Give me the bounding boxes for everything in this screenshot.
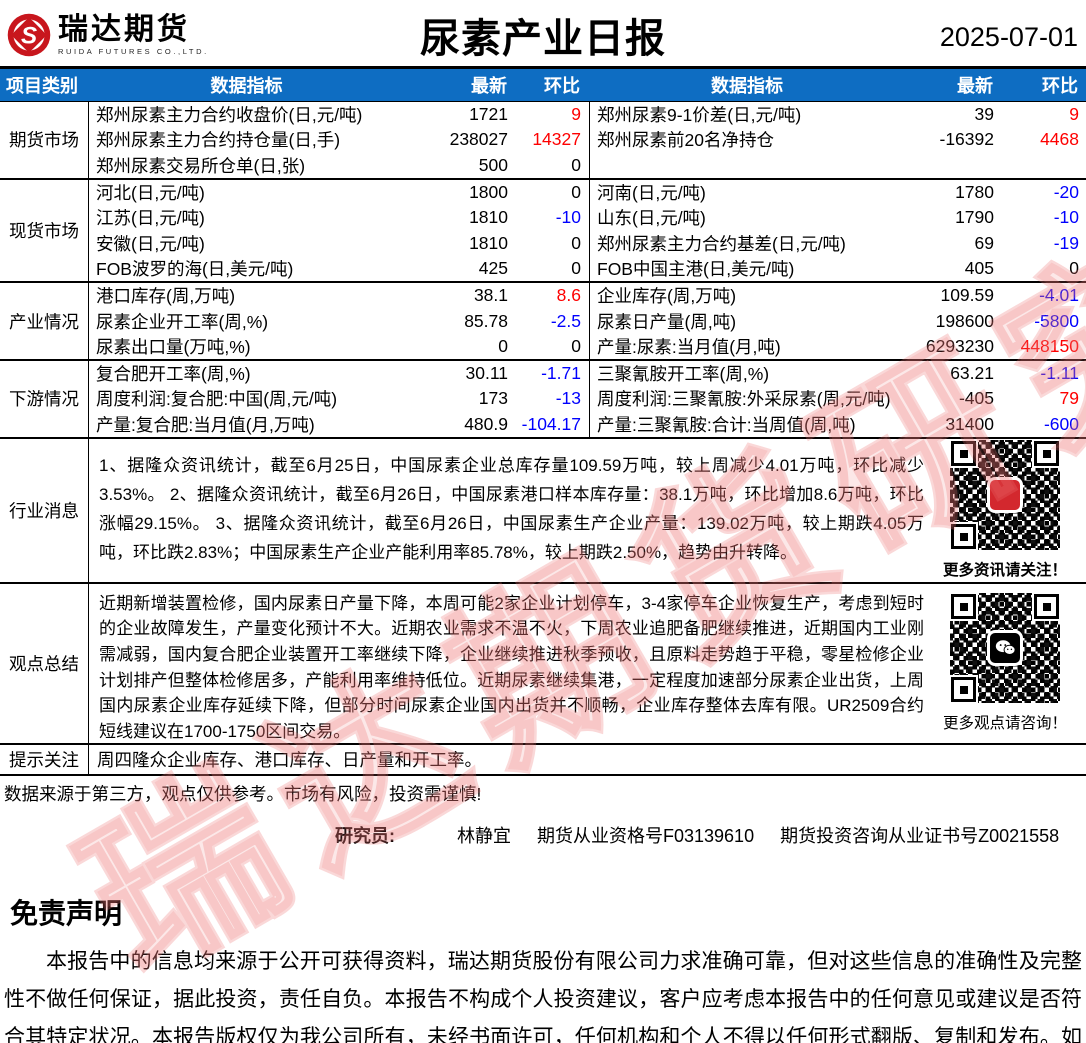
section-news: 行业消息 1、据隆众资讯统计，截至6月25日，中国尿素企业总库存量109.59万…: [0, 438, 1086, 584]
col-header-indicator2: 数据指标: [711, 76, 783, 96]
summary-text: 近期新增装置检修，国内尿素日产量下降，本周可能2家企业计划停车，3-4家停车企业…: [99, 593, 924, 741]
researcher-line: 研究员: 林静宜 期货从业资格号F03139610 期货投资咨询从业证书号Z00…: [335, 822, 1086, 848]
qr-finder-icon: [951, 677, 976, 703]
table-row: 郑州尿素主力合约持仓量(日,手) 238027 14327 郑州尿素前20名净持…: [89, 127, 1086, 153]
table-header-row: 项目类别 数据指标 最新 环比 数据指标 最新 环比: [0, 69, 1086, 102]
section-category: 下游情况: [0, 360, 89, 437]
svg-text:S: S: [21, 23, 37, 50]
section-category: 现货市场: [0, 179, 89, 282]
table-row: 港口库存(周,万吨) 38.1 8.6 企业库存(周,万吨) 109.59 -4…: [89, 283, 1086, 309]
disclaimer-body: 本报告中的信息均来源于公开可获得资料，瑞达期货股份有限公司力求准确可靠，但对这些…: [4, 948, 1082, 1043]
section-industry: 产业情况 港口库存(周,万吨) 38.1 8.6 企业库存(周,万吨) 109.…: [0, 283, 1086, 361]
table-row: 尿素企业开工率(周,%) 85.78 -2.5 尿素日产量(周,吨) 19860…: [89, 308, 1086, 334]
table-row: 郑州尿素交易所仓单(日,张) 500 0: [89, 152, 1086, 178]
company-logo: S 瑞达期货 RUIDA FUTURES CO.,LTD.: [6, 12, 209, 58]
section-category: 观点总结: [0, 583, 89, 743]
logo-name-en: RUIDA FUTURES CO.,LTD.: [58, 46, 209, 56]
section-downstream: 下游情况 复合肥开工率(周,%) 30.11 -1.71 三聚氰胺开工率(周,%…: [0, 360, 1086, 439]
wechat-icon: [990, 633, 1020, 664]
data-table: 项目类别 数据指标 最新 环比 数据指标 最新 环比 期货市场 郑州尿素主力合约…: [0, 66, 1086, 776]
news-text: 1、据隆众资讯统计，截至6月25日，中国尿素企业总库存量109.59万吨，较上周…: [99, 455, 924, 562]
ruida-logo-icon: S: [7, 13, 51, 57]
logo-name-cn: 瑞达期货: [58, 12, 190, 46]
researcher-name: 林静宜: [457, 825, 511, 846]
risk-note: 数据来源于第三方，观点仅供参考。市场有风险，投资需谨慎!: [4, 783, 482, 804]
disclaimer-title: 免责声明: [10, 897, 123, 929]
watch-text: 周四隆众企业库存、港口库存、日产量和开工率。: [97, 749, 482, 770]
ruida-qr-center-icon: [990, 480, 1020, 511]
section-spot: 现货市场 河北(日,元/吨) 1800 0 河南(日,元/吨) 1780 -20…: [0, 179, 1086, 284]
col-header-latest2: 最新: [957, 76, 993, 96]
researcher-label: 研究员:: [335, 825, 395, 846]
news-qr-caption: 更多资讯请关注！: [942, 562, 1067, 580]
section-category: 产业情况: [0, 283, 89, 359]
summary-qr-caption: 更多观点请咨询！: [942, 715, 1067, 733]
table-row: 郑州尿素主力合约收盘价(日,元/吨) 1721 9 郑州尿素9-1价差(日,元/…: [89, 102, 1086, 128]
qr-finder-icon: [1034, 441, 1059, 467]
col-header-chg: 环比: [544, 76, 580, 96]
qr-finder-icon: [1034, 594, 1059, 620]
qr-finder-icon: [951, 594, 976, 620]
section-watch: 提示关注 周四隆众企业库存、港口库存、日产量和开工率。: [0, 744, 1086, 776]
col-header-category: 项目类别: [6, 76, 78, 96]
news-qr-code: [950, 440, 1060, 551]
col-header-latest: 最新: [471, 76, 507, 96]
table-row: 安徽(日,元/吨) 1810 0 郑州尿素主力合约基差(日,元/吨) 69 -1…: [89, 230, 1086, 256]
table-row: 周度利润:复合肥:中国(周,元/吨) 173 -13 周度利润:三聚氰胺:外采尿…: [89, 386, 1086, 412]
page-title: 尿素产业日报: [420, 17, 666, 61]
section-category: 提示关注: [0, 744, 89, 774]
table-row: 复合肥开工率(周,%) 30.11 -1.71 三聚氰胺开工率(周,%) 63.…: [89, 360, 1086, 387]
table-row: 江苏(日,元/吨) 1810 -10 山东(日,元/吨) 1790 -10: [89, 205, 1086, 231]
table-row: 产量:复合肥:当月值(月,万吨) 480.9 -104.17 产量:三聚氰胺:合…: [89, 411, 1086, 437]
section-category: 期货市场: [0, 102, 89, 178]
qr-finder-icon: [951, 441, 976, 467]
researcher-qualification: 期货从业资格号F03139610: [537, 825, 755, 846]
report-date: 2025-07-01: [939, 22, 1078, 52]
section-summary: 观点总结 近期新增装置检修，国内尿素日产量下降，本周可能2家企业计划停车，3-4…: [0, 583, 1086, 745]
section-futures: 期货市场 郑州尿素主力合约收盘价(日,元/吨) 1721 9 郑州尿素9-1价差…: [0, 102, 1086, 180]
researcher-advisor-cert: 期货投资咨询从业证书号Z0021558: [780, 825, 1060, 846]
summary-qr-code: [950, 593, 1060, 704]
col-header-chg2: 环比: [1042, 76, 1078, 96]
col-header-indicator: 数据指标: [210, 76, 283, 96]
qr-finder-icon: [951, 524, 976, 550]
report-header: S 瑞达期货 RUIDA FUTURES CO.,LTD. 尿素产业日报 202…: [0, 0, 1086, 66]
section-category: 行业消息: [0, 438, 89, 582]
table-row: FOB波罗的海(日,美元/吨) 425 0 FOB中国主港(日,美元/吨) 40…: [89, 255, 1086, 282]
table-row: 尿素出口量(万吨,%) 0 0 产量:尿素:当月值(月,吨) 6293230 4…: [89, 333, 1086, 359]
table-row: 河北(日,元/吨) 1800 0 河南(日,元/吨) 1780 -20: [89, 179, 1086, 206]
